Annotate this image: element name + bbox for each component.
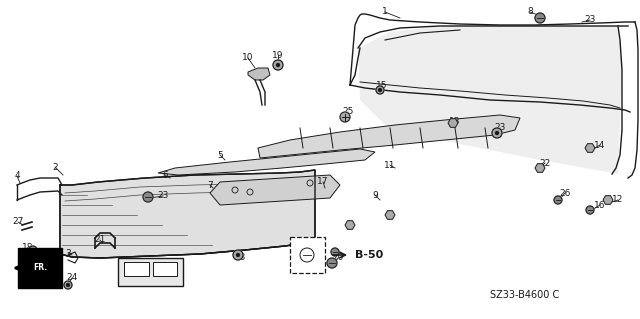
Text: 6: 6	[162, 170, 168, 180]
Circle shape	[331, 248, 339, 256]
Text: 15: 15	[376, 80, 388, 90]
Circle shape	[300, 248, 314, 262]
Polygon shape	[448, 119, 458, 127]
Text: 7: 7	[207, 181, 213, 189]
Circle shape	[554, 196, 562, 204]
Circle shape	[273, 60, 283, 70]
Text: 23: 23	[234, 254, 246, 263]
Text: 13: 13	[449, 117, 461, 127]
Polygon shape	[60, 170, 315, 258]
Text: 11: 11	[384, 160, 396, 169]
Text: 16: 16	[595, 201, 605, 210]
Text: 24: 24	[67, 273, 77, 283]
Text: 5: 5	[217, 151, 223, 160]
Text: FR.: FR.	[33, 263, 47, 272]
Text: 2: 2	[52, 162, 58, 172]
Polygon shape	[210, 175, 340, 205]
Polygon shape	[385, 211, 395, 219]
FancyBboxPatch shape	[153, 262, 177, 276]
Circle shape	[276, 63, 280, 66]
Polygon shape	[258, 115, 520, 158]
Circle shape	[31, 249, 35, 251]
Circle shape	[495, 131, 499, 135]
Circle shape	[327, 258, 337, 268]
Circle shape	[233, 250, 243, 260]
Circle shape	[340, 112, 350, 122]
Text: 8: 8	[527, 8, 533, 17]
Polygon shape	[345, 221, 355, 229]
Text: 12: 12	[612, 196, 624, 204]
Text: 18: 18	[22, 243, 34, 253]
Text: B-50: B-50	[355, 250, 383, 260]
Text: 3: 3	[65, 249, 71, 257]
Circle shape	[378, 88, 381, 92]
Text: SZ33-B4600 C: SZ33-B4600 C	[490, 290, 559, 300]
Text: 9: 9	[372, 190, 378, 199]
Polygon shape	[535, 164, 545, 172]
Polygon shape	[158, 149, 375, 175]
Text: 23: 23	[494, 123, 506, 132]
Circle shape	[143, 192, 153, 202]
Text: 1: 1	[382, 8, 388, 17]
Text: 23: 23	[584, 16, 596, 25]
FancyBboxPatch shape	[290, 237, 325, 273]
Text: 23: 23	[157, 191, 169, 201]
Circle shape	[29, 246, 37, 254]
Text: 14: 14	[595, 140, 605, 150]
Text: 21: 21	[94, 235, 106, 244]
Circle shape	[67, 284, 70, 286]
Text: 26: 26	[559, 189, 571, 197]
Text: 20: 20	[332, 254, 344, 263]
Text: 28: 28	[172, 268, 184, 277]
Text: 4: 4	[14, 172, 20, 181]
Text: 19: 19	[272, 50, 284, 60]
Text: 10: 10	[243, 54, 253, 63]
Text: 27: 27	[12, 218, 24, 226]
Circle shape	[237, 254, 239, 256]
Text: 25: 25	[342, 108, 354, 116]
Circle shape	[535, 13, 545, 23]
FancyBboxPatch shape	[118, 258, 183, 286]
Circle shape	[64, 281, 72, 289]
Polygon shape	[585, 144, 595, 152]
Circle shape	[492, 128, 502, 138]
Circle shape	[586, 206, 594, 214]
Circle shape	[376, 86, 384, 94]
Polygon shape	[248, 68, 270, 80]
Polygon shape	[358, 25, 622, 174]
Polygon shape	[603, 196, 613, 204]
FancyBboxPatch shape	[124, 262, 149, 276]
Text: 17: 17	[317, 177, 329, 187]
Text: 22: 22	[540, 159, 550, 167]
